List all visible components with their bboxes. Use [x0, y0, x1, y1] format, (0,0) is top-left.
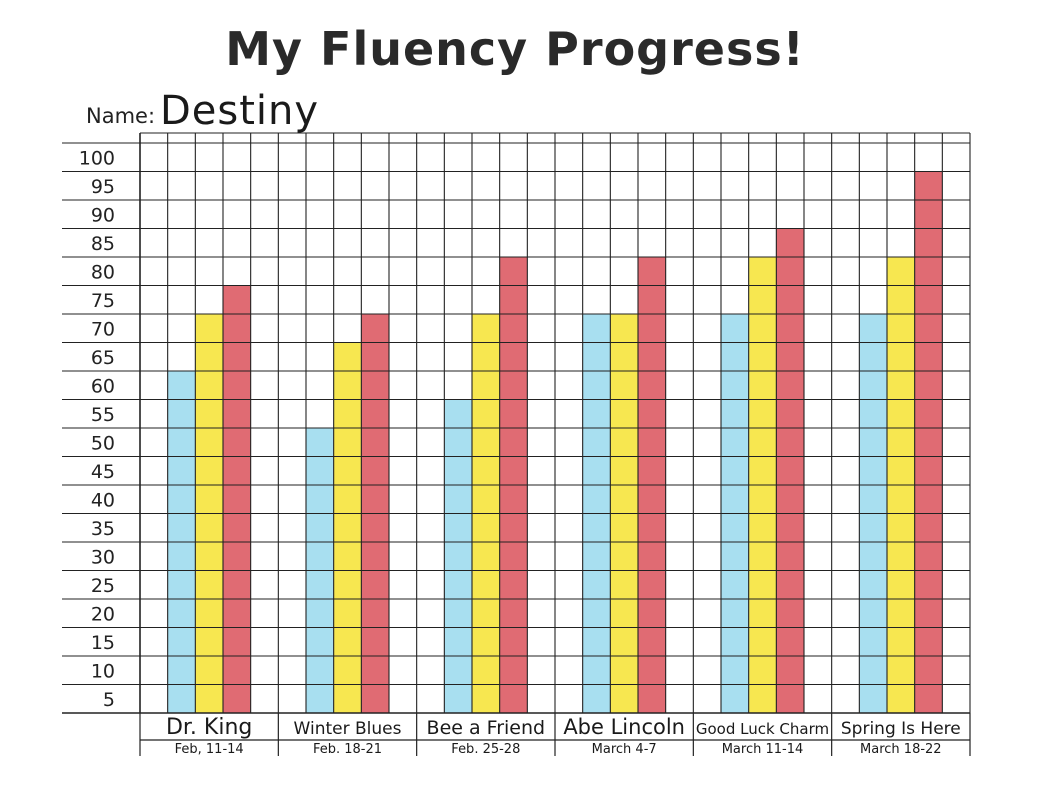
bar-5-2 — [914, 171, 943, 713]
y-tick-label: 25 — [91, 575, 115, 597]
y-tick-label: 60 — [91, 375, 115, 397]
y-tick-label: 95 — [91, 176, 115, 198]
x-date-label: March 4-7 — [592, 742, 657, 757]
student-name: Destiny — [160, 88, 320, 134]
name-label: Name: — [86, 104, 156, 128]
y-tick-label: 75 — [91, 290, 115, 312]
y-tick-label: 45 — [91, 461, 115, 483]
y-tick-label: 100 — [79, 147, 115, 169]
x-date-label: Feb. 25-28 — [451, 742, 520, 757]
x-date-label: March 18-22 — [860, 742, 942, 757]
x-date-label: Feb, 11-14 — [175, 742, 244, 757]
bar-1-1 — [333, 342, 362, 713]
y-tick-label: 90 — [91, 204, 115, 226]
y-tick-label: 55 — [91, 404, 115, 426]
y-tick-label: 15 — [91, 632, 115, 654]
y-tick-label: 85 — [91, 233, 115, 255]
grid-layer — [62, 132, 971, 714]
y-tick-label: 80 — [91, 261, 115, 283]
x-axis-labels: Dr. King Feb, 11-14 Winter Blues Feb. 18-21… — [139, 713, 971, 757]
y-tick-label: 30 — [91, 546, 115, 568]
x-category-label: Dr. King — [166, 715, 252, 740]
x-date-label: March 11-14 — [722, 742, 804, 757]
y-tick-label: 50 — [91, 432, 115, 454]
x-category-label: Abe Lincoln — [563, 715, 685, 739]
y-axis-ticks: 5 10 15 20 25 30 35 40 45 50 55 60 65 70 75 80 85 90 95 100 — [79, 147, 115, 711]
x-category-label: Spring Is Here — [841, 719, 961, 739]
x-date-label: Feb. 18-21 — [313, 742, 382, 757]
x-category-label: Bee a Friend — [427, 717, 546, 739]
y-tick-label: 65 — [91, 347, 115, 369]
y-tick-label: 10 — [91, 660, 115, 682]
x-category-label: Winter Blues — [294, 719, 402, 739]
y-tick-label: 20 — [91, 603, 115, 625]
bar-0-2 — [223, 285, 251, 713]
chart-title: My Fluency Progress! — [225, 22, 805, 76]
x-category-label: Good Luck Charm — [696, 720, 829, 738]
y-tick-label: 5 — [103, 689, 115, 711]
y-tick-label: 35 — [91, 518, 115, 540]
y-tick-label: 70 — [91, 318, 115, 340]
bar-2-0 — [444, 399, 472, 713]
y-tick-label: 40 — [91, 489, 115, 511]
bar-4-2 — [776, 228, 804, 713]
